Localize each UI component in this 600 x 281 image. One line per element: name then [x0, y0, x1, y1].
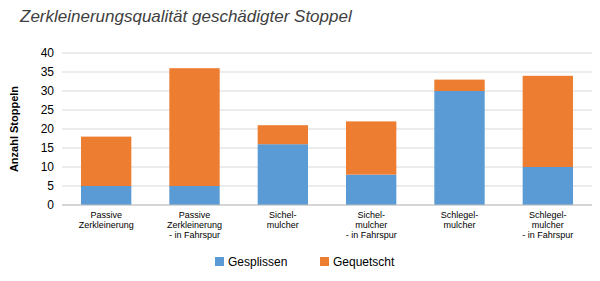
y-tick-label: 0: [47, 198, 54, 212]
x-tick-line: Passive: [90, 210, 122, 220]
y-tick-label: 35: [41, 65, 55, 79]
grid-line: [62, 91, 592, 92]
x-tick-label: Schlegel-mulcher- in Fahrspur: [522, 210, 573, 240]
x-tick-line: mulcher: [532, 220, 564, 230]
x-tick-line: Passive: [179, 210, 211, 220]
grid-line: [62, 186, 592, 187]
x-tick-line: - in Fahrspur: [169, 230, 220, 240]
bar-segment: [169, 68, 219, 186]
y-tick-label: 20: [41, 122, 55, 136]
grid-line: [62, 167, 592, 168]
x-tick-label: PassiveZerkleinerung- in Fahrspur: [167, 210, 222, 240]
chart: Zerkleinerungsqualität geschädigter Stop…: [0, 0, 600, 281]
y-tick-label: 5: [47, 179, 54, 193]
x-tick-line: - in Fahrspur: [346, 230, 397, 240]
x-axis-line: [62, 205, 592, 206]
x-tick-line: Sichel-: [269, 210, 297, 220]
legend-swatch: [320, 257, 329, 266]
x-tick-label: Schlegel-mulcher: [441, 210, 479, 230]
bar-segment: [258, 125, 308, 144]
bar-segment: [434, 91, 484, 205]
y-tick-label: 10: [41, 160, 55, 174]
bar-segment: [523, 76, 573, 167]
x-tick-label: Sichel-mulcher- in Fahrspur: [346, 210, 397, 240]
grid-line: [62, 72, 592, 73]
legend-label: Gesplissen: [228, 255, 287, 269]
y-tick-label: 30: [41, 84, 55, 98]
x-tick-line: mulcher: [267, 220, 299, 230]
grid-line: [62, 110, 592, 111]
x-tick-line: Zerkleinerung: [79, 220, 134, 230]
bar-segment: [346, 121, 396, 174]
bar-segment: [434, 80, 484, 91]
x-tick-line: mulcher: [355, 220, 387, 230]
y-axis-label: Anzahl Stoppeln: [8, 86, 20, 172]
x-tick-label: PassiveZerkleinerung: [79, 210, 134, 230]
grid-line: [62, 129, 592, 130]
x-tick-line: Sichel-: [357, 210, 385, 220]
x-tick-line: Schlegel-: [529, 210, 567, 220]
bars: [81, 68, 573, 205]
bar-segment: [346, 175, 396, 205]
bar-segment: [169, 186, 219, 205]
grid-line: [62, 205, 592, 206]
x-tick-line: mulcher: [443, 220, 475, 230]
x-tick-label: Sichel-mulcher: [267, 210, 299, 230]
bar-segment: [81, 186, 131, 205]
x-tick-line: Zerkleinerung: [167, 220, 222, 230]
legend-label: Gequetscht: [333, 255, 395, 269]
legend-swatch: [215, 257, 224, 266]
bar-segment: [258, 144, 308, 205]
x-tick-line: - in Fahrspur: [522, 230, 573, 240]
grid-line: [62, 53, 592, 54]
title: Zerkleinerungsqualität geschädigter Stop…: [19, 7, 353, 26]
grid-line: [62, 148, 592, 149]
x-tick-line: Schlegel-: [441, 210, 479, 220]
bar-segment: [81, 137, 131, 186]
y-tick-label: 15: [41, 141, 55, 155]
y-tick-label: 40: [41, 46, 55, 60]
y-tick-label: 25: [41, 103, 55, 117]
bar-segment: [523, 167, 573, 205]
